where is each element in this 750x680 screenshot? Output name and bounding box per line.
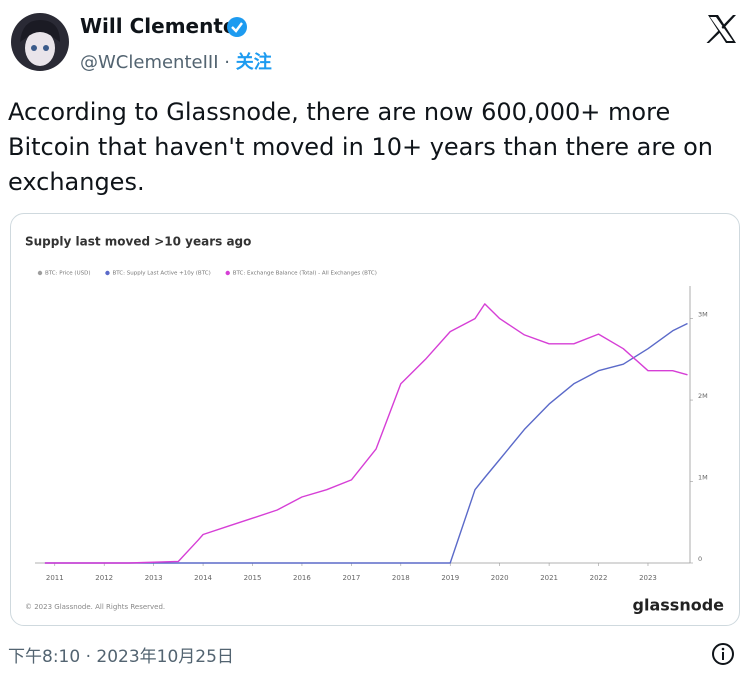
timestamp[interactable]: 下午8:10 · 2023年10月25日 — [8, 647, 234, 667]
x-tick-label: 2011 — [46, 574, 64, 582]
x-logo[interactable] — [706, 14, 738, 44]
brand-logo: glassnode — [633, 596, 725, 615]
y-tick-label: 1M — [698, 474, 708, 482]
x-tick-label: 2015 — [244, 574, 262, 582]
follow-button[interactable]: 关注 — [235, 52, 272, 73]
media-card[interactable] — [10, 213, 740, 626]
x-tick-label: 2017 — [342, 574, 360, 582]
x-tick-label: 2019 — [441, 574, 459, 582]
legend-label: BTC: Price (USD) — [45, 271, 90, 277]
legend-swatch — [225, 270, 230, 276]
x-tick-label: 2021 — [540, 574, 558, 582]
series-line — [44, 322, 688, 564]
tweet-text-line: exchanges. — [8, 168, 145, 196]
x-tick-label: 2014 — [194, 574, 212, 582]
verified-badge — [227, 17, 247, 37]
legend-swatch — [105, 270, 110, 276]
copyright: © 2023 Glassnode. All Rights Reserved. — [25, 603, 165, 611]
tweet-text-line: According to Glassnode, there are now 60… — [8, 98, 671, 126]
x-tick-label: 2018 — [392, 574, 410, 582]
separator: · — [224, 52, 230, 73]
info-icon[interactable] — [711, 642, 735, 666]
y-tick-label: 3M — [698, 311, 708, 319]
x-tick-label: 2013 — [145, 574, 163, 582]
x-tick-label: 2016 — [293, 574, 311, 582]
series-line — [44, 303, 688, 564]
legend-label: BTC: Exchange Balance (Total) - All Exch… — [233, 271, 377, 277]
tweet-text-line: Bitcoin that haven't moved in 10+ years … — [8, 133, 714, 161]
tweet-text: According to Glassnode, there are now 60… — [8, 95, 713, 200]
legend-swatch — [37, 270, 43, 276]
x-tick-label: 2012 — [95, 574, 113, 582]
legend-label: BTC: Supply Last Active +10y (BTC) — [112, 271, 210, 277]
x-tick-label: 2020 — [491, 574, 509, 582]
author-name[interactable]: Will Clemente — [80, 14, 237, 38]
x-tick-label: 2022 — [590, 574, 608, 582]
y-tick-label: 0 — [698, 555, 702, 563]
avatar[interactable] — [10, 12, 70, 72]
y-tick-label: 2M — [698, 392, 708, 400]
author-handle[interactable]: @WClementeIII — [80, 52, 219, 73]
chart-title: Supply last moved >10 years ago — [25, 235, 251, 249]
x-tick-label: 2023 — [639, 574, 657, 582]
